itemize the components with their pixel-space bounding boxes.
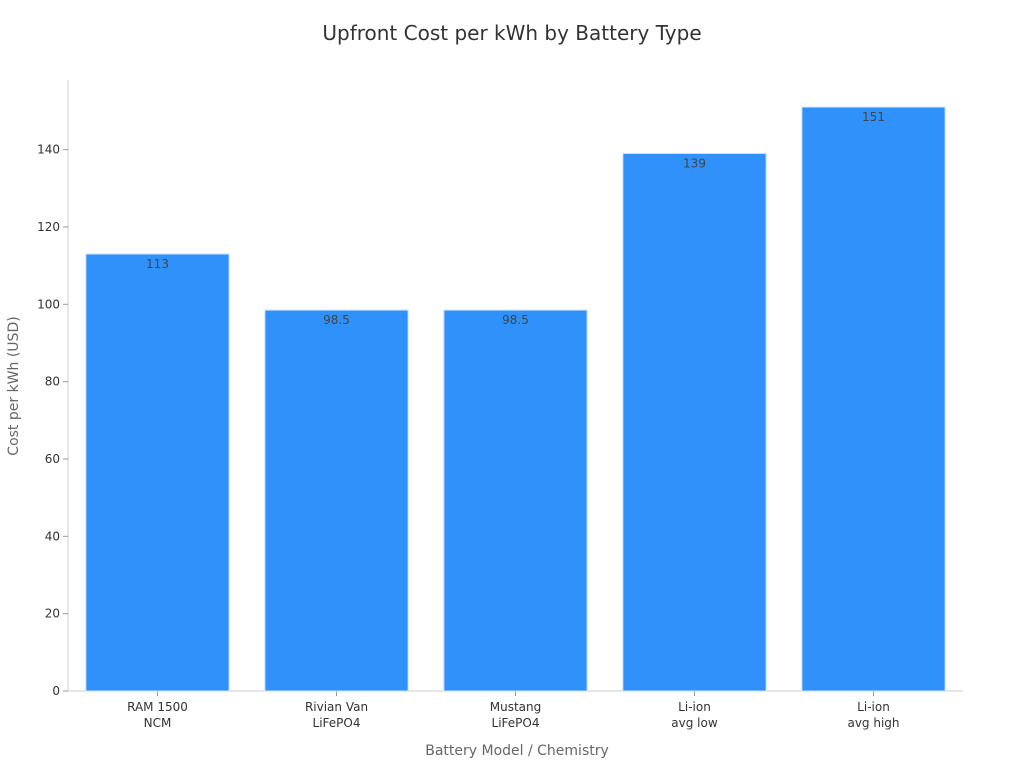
x-tick-label: Li-ion avg high (847, 700, 899, 730)
x-tick-label: RAM 1500 NCM (127, 700, 188, 730)
chart-title: Upfront Cost per kWh by Battery Type (322, 21, 701, 45)
x-axis: RAM 1500 NCM Rivian Van LiFePO4 Mustang LiFeP… (68, 690, 963, 730)
x-tick-label: Li-ion avg low (671, 700, 718, 730)
x-tick-label: Rivian Van LiFePO4 (305, 700, 368, 730)
bar (85, 253, 230, 692)
data-label: 151 (862, 110, 885, 124)
y-tick-label: 120 (37, 220, 60, 234)
x-axis-title: Battery Model / Chemistry (425, 743, 609, 759)
data-label: 139 (683, 156, 706, 170)
y-axis-title: Cost per kWh (USD) (6, 316, 22, 455)
bar (801, 106, 946, 692)
bars (85, 106, 946, 692)
data-label: 98.5 (323, 313, 350, 327)
bar (264, 309, 409, 692)
y-axis: 0 20 40 60 80 100 120 140 (37, 80, 69, 698)
y-tick-label: 80 (45, 375, 60, 389)
bar (622, 152, 767, 692)
y-tick-label: 100 (37, 297, 60, 311)
y-tick-label: 0 (52, 684, 60, 698)
data-label: 98.5 (502, 313, 529, 327)
y-tick-label: 20 (45, 607, 60, 621)
data-label: 113 (146, 257, 169, 271)
y-tick-label: 40 (45, 529, 60, 543)
x-tick-label: Mustang LiFePO4 (490, 700, 542, 730)
y-tick-label: 60 (45, 452, 60, 466)
bar (443, 309, 588, 692)
y-tick-label: 140 (37, 143, 60, 157)
data-labels: 113 98.5 98.5 139 151 (146, 110, 885, 327)
